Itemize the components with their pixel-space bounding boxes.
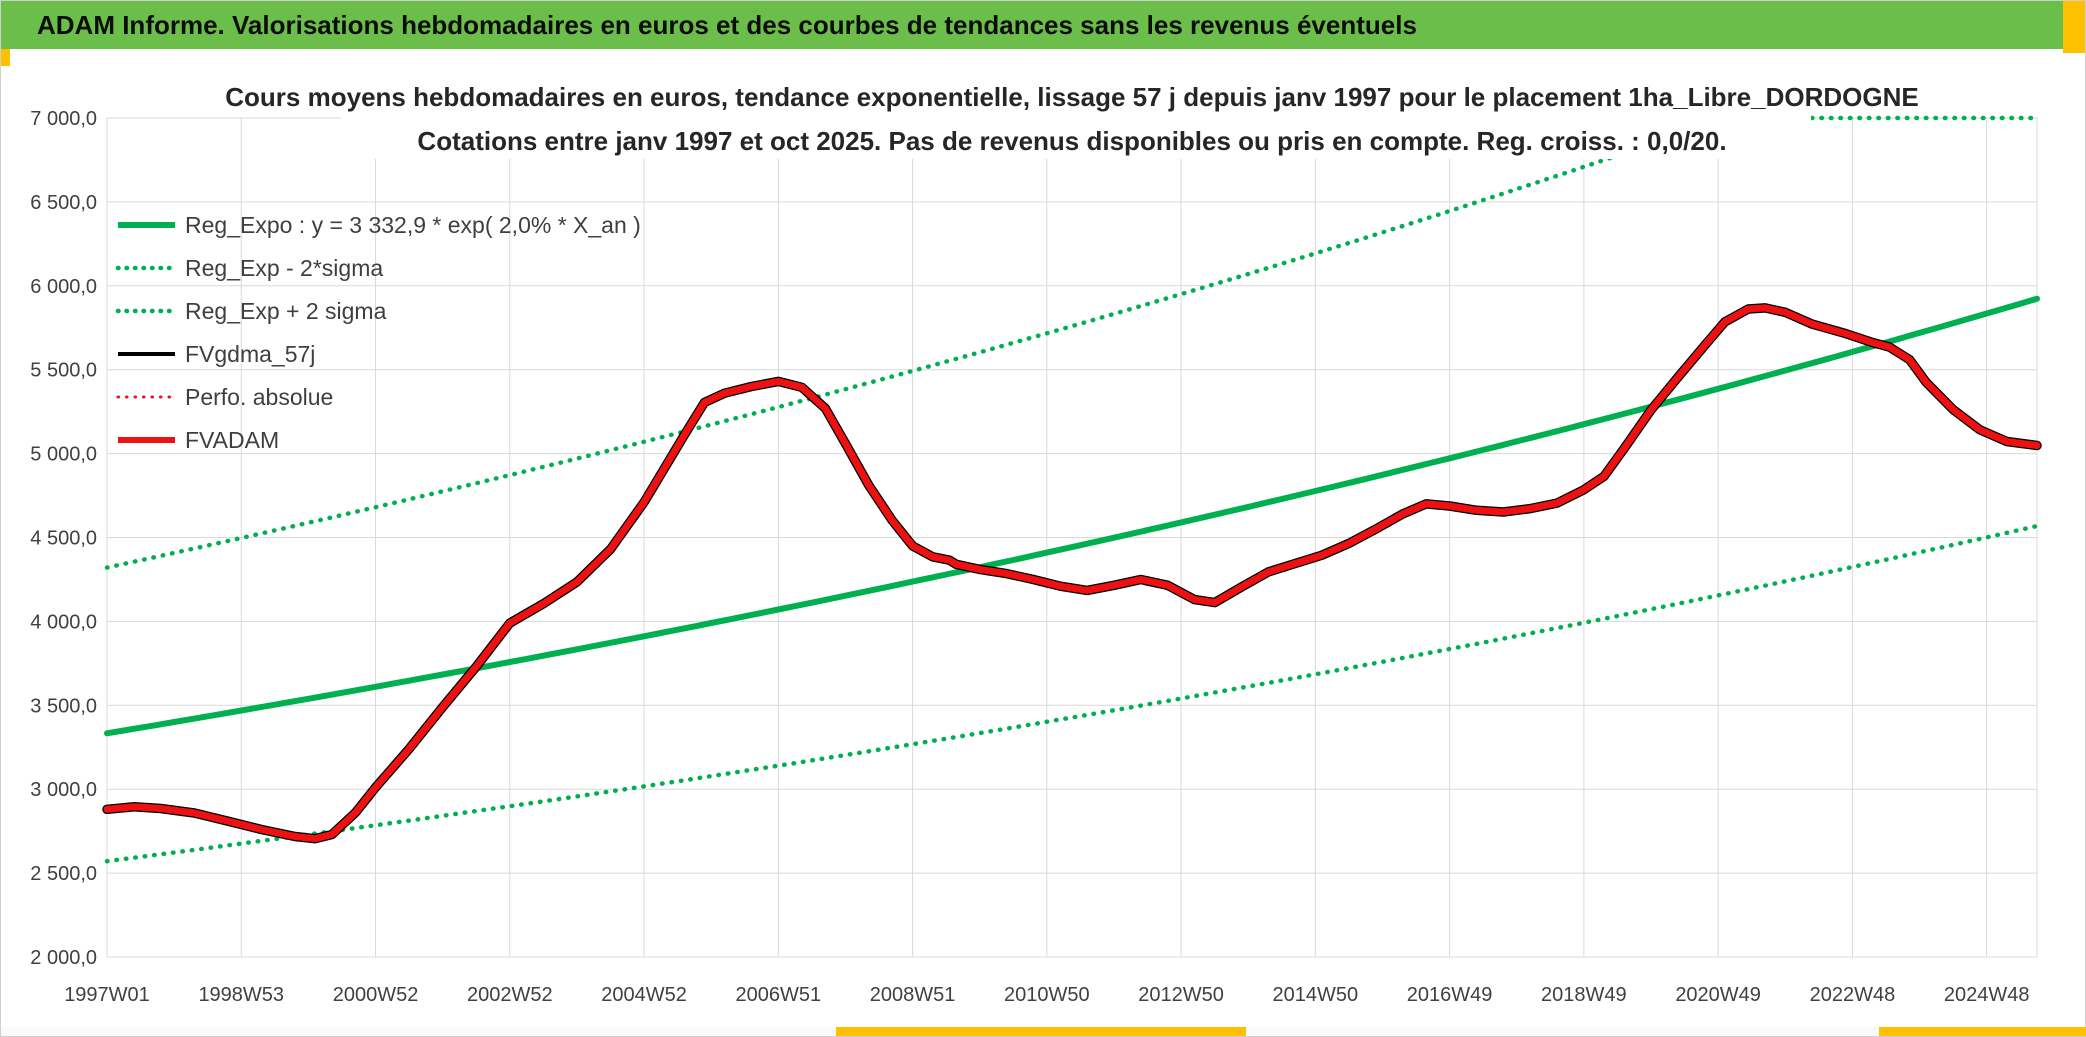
legend-label-1: Reg_Exp - 2*sigma (185, 255, 383, 281)
legend-label-4: Perfo. absolue (185, 384, 333, 410)
chart-title: Cours moyens hebdomadaires en euros, ten… (225, 82, 1918, 112)
x-axis-label: 2022W48 (1810, 984, 1896, 1006)
legend-label-5: FVADAM (185, 427, 279, 453)
series-reg-expo (104, 295, 2040, 737)
x-axis-label: 2024W48 (1944, 984, 2030, 1006)
x-axis-label: 2020W49 (1675, 984, 1761, 1006)
legend-label-2: Reg_Exp + 2 sigma (185, 298, 387, 324)
x-axis-label: 1998W53 (198, 984, 284, 1006)
y-axis-label: 4 500,0 (30, 528, 97, 550)
series-reg-exp-minus-2sigma (104, 523, 2040, 864)
chart-subtitle: Cotations entre janv 1997 et oct 2025. P… (417, 126, 1726, 156)
y-axis-label: 4 000,0 (30, 611, 97, 633)
x-axis-label: 2006W51 (735, 984, 821, 1006)
series-fvadam (103, 304, 2041, 843)
x-axis-label: 2014W50 (1273, 984, 1359, 1006)
x-axis-label: 1997W01 (64, 984, 150, 1006)
x-axis-label: 2010W50 (1004, 984, 1090, 1006)
x-axis-label: 2012W50 (1138, 984, 1224, 1006)
left-edge-accent (1, 49, 10, 66)
y-axis-label: 6 500,0 (30, 192, 97, 214)
x-axis-label: 2000W52 (333, 984, 419, 1006)
x-axis-label: 2016W49 (1407, 984, 1493, 1006)
bottom-accent-1 (836, 1027, 1246, 1036)
bottom-strip (1, 1027, 2086, 1036)
y-axis-label: 3 000,0 (30, 779, 97, 801)
header-title: ADAM Informe. Valorisations hebdomadaire… (37, 9, 1417, 40)
y-axis-label: 5 000,0 (30, 444, 97, 466)
header-banner: ADAM Informe. Valorisations hebdomadaire… (1, 1, 2085, 49)
y-axis-label: 3 500,0 (30, 695, 97, 717)
x-axis-label: 2008W51 (870, 984, 956, 1006)
title-backdrop (341, 59, 1811, 159)
x-axis-label: 2018W49 (1541, 984, 1627, 1006)
x-axis-label: 2002W52 (467, 984, 553, 1006)
y-axis-label: 2 500,0 (30, 863, 97, 885)
series-reg-exp-plus-2sigma (104, 115, 2040, 570)
y-axis-label: 2 000,0 (30, 947, 97, 969)
bottom-accent-2 (1879, 1027, 2086, 1036)
x-axis-label: 2004W52 (601, 984, 687, 1006)
top-right-accent (2063, 1, 2085, 53)
legend-label-3: FVgdma_57j (185, 341, 315, 367)
y-axis-label: 7 000,0 (30, 108, 97, 130)
y-axis-label: 6 000,0 (30, 276, 97, 298)
y-axis-label: 5 500,0 (30, 360, 97, 382)
legend-label-0: Reg_Expo : y = 3 332,9 * exp( 2,0% * X_a… (185, 212, 641, 238)
